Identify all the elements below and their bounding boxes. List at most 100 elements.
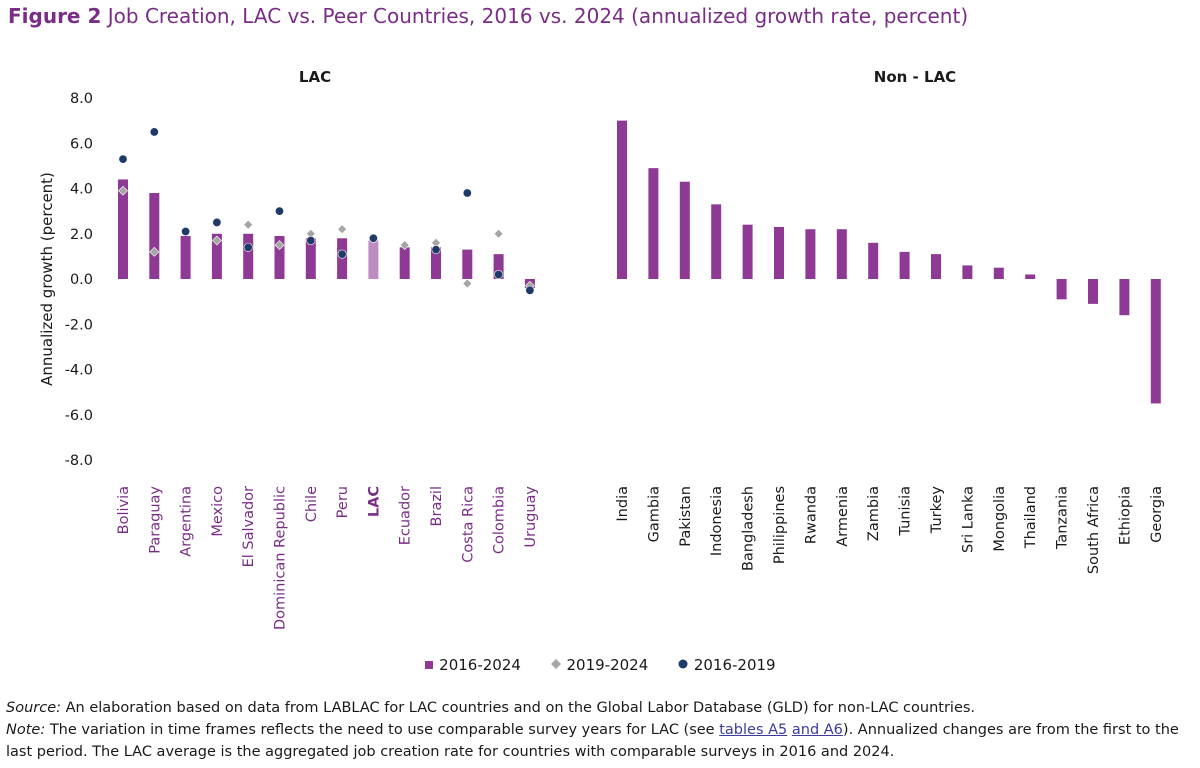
category-label: Tunisia bbox=[898, 486, 914, 537]
bar bbox=[931, 254, 941, 279]
bar bbox=[648, 168, 659, 279]
legend-bar-swatch bbox=[425, 661, 434, 669]
dot-point bbox=[525, 285, 535, 295]
dot-point bbox=[212, 217, 222, 227]
chart-legend: 2016-2024 2019-2024 2016-2019 bbox=[0, 656, 1200, 674]
bar bbox=[462, 249, 473, 279]
bar bbox=[805, 229, 816, 279]
dot-point bbox=[274, 206, 284, 216]
category-label: Chile bbox=[304, 486, 320, 522]
group-label-non-lac: Non - LAC bbox=[874, 68, 956, 86]
figure-label: Figure 2 bbox=[8, 4, 102, 28]
bar bbox=[305, 238, 316, 279]
legend-label-2019-2024: 2019-2024 bbox=[566, 656, 649, 674]
category-label: Ecuador bbox=[398, 486, 414, 545]
category-label: South Africa bbox=[1086, 486, 1102, 574]
bar bbox=[836, 229, 847, 279]
dot-point bbox=[431, 245, 441, 255]
category-label: Sri Lanka bbox=[960, 486, 976, 553]
legend-dot-swatch bbox=[678, 659, 688, 669]
category-label: Costa Rica bbox=[460, 486, 476, 563]
category-label: Colombia bbox=[492, 486, 508, 554]
category-label: Tanzania bbox=[1055, 486, 1071, 550]
source-note: Source: An elaboration based on data fro… bbox=[6, 697, 1196, 719]
category-label: India bbox=[615, 486, 631, 522]
bar bbox=[679, 181, 690, 279]
bar bbox=[742, 224, 753, 279]
y-tick-label: 0.0 bbox=[70, 272, 93, 288]
category-label: Paraguay bbox=[147, 486, 163, 554]
category-label: Argentina bbox=[179, 486, 195, 557]
bar bbox=[774, 226, 784, 279]
category-label: LAC bbox=[366, 486, 382, 517]
group-label-lac: LAC bbox=[299, 68, 331, 86]
bar bbox=[868, 242, 879, 279]
y-axis-label: Annualized growth (percent) bbox=[38, 172, 56, 386]
dot-point bbox=[118, 154, 128, 164]
category-label: Peru bbox=[335, 486, 351, 518]
dot-point bbox=[149, 127, 159, 137]
category-label: Dominican Republic bbox=[273, 486, 289, 630]
diamond-point bbox=[493, 228, 504, 239]
category-label: Philippines bbox=[772, 486, 788, 564]
legend-item-dot: 2016-2019 bbox=[677, 656, 776, 674]
category-label: Armenia bbox=[835, 486, 851, 547]
category-label: Ethiopia bbox=[1117, 486, 1133, 545]
note-text-1: The variation in time frames reflects th… bbox=[49, 722, 715, 738]
figure-title-text: Job Creation, LAC vs. Peer Countries, 20… bbox=[107, 4, 969, 28]
dot-point bbox=[368, 233, 378, 243]
bar bbox=[1088, 279, 1098, 304]
category-label: Uruguay bbox=[523, 486, 539, 548]
diamond-point bbox=[211, 235, 222, 246]
legend-item-bar: 2016-2024 bbox=[424, 656, 525, 674]
bar bbox=[1025, 274, 1036, 279]
category-label: Rwanda bbox=[803, 486, 819, 544]
category-label: Bolivia bbox=[116, 486, 132, 534]
y-tick-label: -4.0 bbox=[65, 363, 93, 379]
category-label: El Salvador bbox=[241, 486, 257, 567]
diamond-point bbox=[243, 219, 254, 230]
category-label: Georgia bbox=[1149, 486, 1165, 543]
diamond-point bbox=[337, 224, 348, 235]
category-label: Zambia bbox=[866, 486, 882, 541]
y-tick-label: 4.0 bbox=[70, 182, 93, 198]
bar bbox=[993, 267, 1004, 279]
category-label: Thailand bbox=[1023, 486, 1039, 549]
note-paragraph: Note: The variation in time frames refle… bbox=[6, 719, 1196, 763]
link-tables-a5[interactable]: tables A5 bbox=[719, 722, 788, 738]
bar bbox=[617, 120, 627, 279]
note-label: Note: bbox=[6, 722, 46, 738]
bar bbox=[962, 265, 973, 279]
bar bbox=[180, 236, 191, 279]
bar bbox=[399, 247, 410, 279]
bar bbox=[274, 236, 285, 279]
bar bbox=[493, 254, 504, 279]
category-label: Mexico bbox=[210, 486, 226, 537]
diamond-point bbox=[399, 240, 410, 250]
bar bbox=[337, 238, 348, 279]
y-tick-label: -8.0 bbox=[65, 453, 93, 469]
diamond-point bbox=[274, 240, 285, 250]
legend-diamond-swatch bbox=[550, 659, 561, 669]
bar bbox=[431, 247, 441, 279]
y-tick-label: 8.0 bbox=[70, 91, 93, 107]
note-text-2: ). Annualized changes are from the first… bbox=[6, 722, 1179, 760]
bar bbox=[1119, 279, 1130, 316]
y-tick-label: -6.0 bbox=[65, 408, 93, 424]
category-label: Gambia bbox=[646, 486, 662, 542]
source-label: Source: bbox=[6, 700, 62, 716]
dot-point bbox=[306, 236, 316, 246]
job-creation-chart: Annualized growth (percent) 8.0 6.0 4.0 2.0 0… bbox=[38, 68, 1165, 630]
category-label: Brazil bbox=[429, 486, 445, 526]
link-table-a6[interactable]: and A6 bbox=[791, 722, 843, 738]
figure-title: Figure 2 Job Creation, LAC vs. Peer Coun… bbox=[8, 4, 968, 28]
category-label: Turkey bbox=[929, 486, 945, 535]
dot-point bbox=[494, 269, 504, 279]
bar bbox=[368, 240, 379, 279]
category-label: Indonesia bbox=[709, 486, 725, 556]
y-tick-label: 2.0 bbox=[70, 227, 93, 243]
y-tick-label: -2.0 bbox=[65, 317, 93, 333]
bar bbox=[711, 204, 722, 279]
category-label: Pakistan bbox=[678, 486, 694, 547]
dot-point bbox=[181, 226, 191, 236]
